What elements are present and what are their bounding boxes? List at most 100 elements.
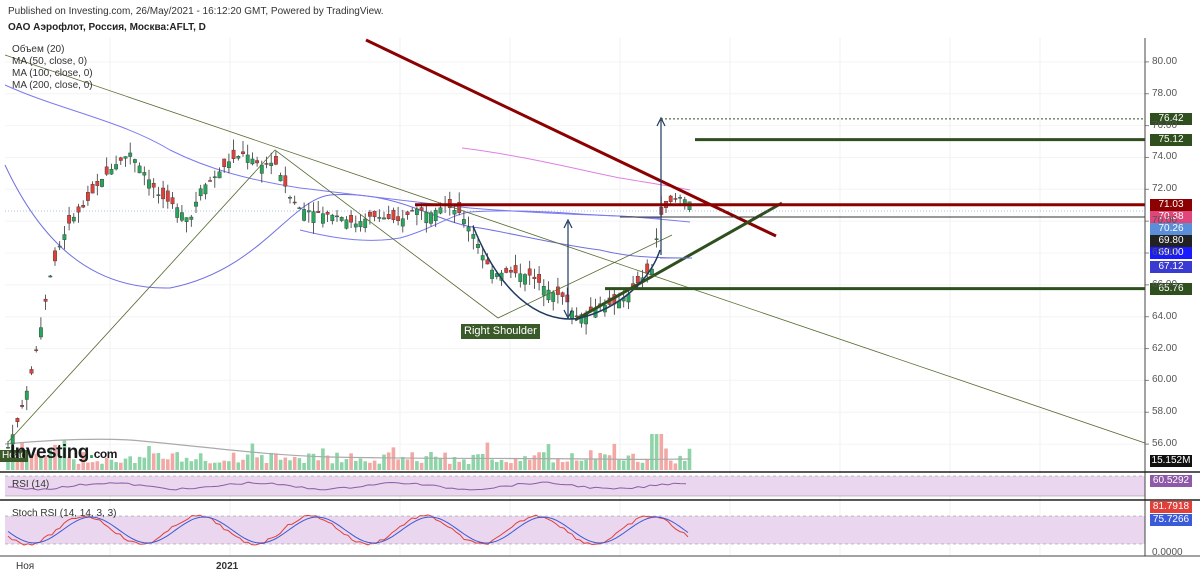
- candle-body: [368, 211, 372, 217]
- volume-bar: [316, 460, 320, 470]
- indicator-ma100[interactable]: MA (100, close, 0): [12, 68, 93, 79]
- volume-bar: [72, 459, 76, 470]
- volume-bar: [659, 434, 664, 470]
- candle-body: [405, 211, 410, 215]
- indicator-legend: Объем (20) MA (50, close, 0) MA (100, cl…: [12, 44, 93, 92]
- candle-body: [95, 181, 100, 186]
- candle-body: [104, 166, 109, 175]
- y-tick-label: 62.00: [1152, 342, 1178, 354]
- candle-body: [100, 179, 104, 187]
- volume-bar: [255, 457, 259, 470]
- volume-bar: [95, 461, 100, 470]
- volume-bar: [527, 459, 532, 470]
- y-tick-label: 60.00: [1152, 374, 1178, 386]
- volume-bar: [170, 453, 175, 470]
- volume-bar: [542, 452, 546, 470]
- volume-bar: [119, 462, 123, 470]
- candle-body: [217, 171, 222, 179]
- price-tag: 67.12: [1150, 261, 1192, 273]
- volume-bar: [354, 460, 358, 470]
- volume-bar: [368, 462, 372, 470]
- candle-body: [678, 197, 683, 199]
- volume-bar: [678, 455, 682, 470]
- candle-body: [363, 218, 368, 228]
- axis-lines: [0, 38, 1200, 557]
- stoch-rsi-pane: [5, 514, 1145, 546]
- candle-body: [565, 294, 570, 303]
- candle-body: [654, 238, 659, 240]
- volume-bar: [405, 459, 410, 470]
- price-tag: 71.03: [1150, 198, 1192, 211]
- stoch-title: Stoch RSI (14, 14, 3, 3): [12, 508, 117, 519]
- volume-bar: [245, 454, 250, 470]
- volume-bar: [151, 453, 156, 470]
- volume-bar: [621, 460, 626, 470]
- volume-bar: [325, 455, 330, 470]
- volume-bar: [274, 453, 278, 470]
- volume-bar: [523, 456, 527, 470]
- candle-body: [71, 216, 76, 222]
- price-tag: 70.26: [1150, 222, 1192, 235]
- candle-body: [53, 250, 57, 262]
- candle-body: [391, 209, 396, 220]
- candle-body: [278, 175, 283, 182]
- volume-bar: [260, 455, 264, 470]
- volume-bar: [598, 452, 602, 470]
- candle-body: [462, 219, 466, 225]
- price-tag: 69.00: [1150, 246, 1192, 259]
- volume-bar: [579, 460, 584, 470]
- indicator-ma50[interactable]: MA (50, close, 0): [12, 56, 88, 67]
- candle-body: [551, 292, 556, 302]
- candle-body: [236, 156, 241, 159]
- indicator-volume[interactable]: Объем (20): [12, 44, 65, 55]
- rsi-pane: [5, 475, 1145, 497]
- candle-body: [226, 161, 231, 168]
- candle-body: [24, 390, 29, 400]
- ma50-pink-line: [461, 147, 691, 191]
- candle-body: [48, 275, 53, 278]
- candlesticks: [6, 139, 692, 451]
- volume-bar: [34, 453, 38, 470]
- candle-body: [264, 163, 269, 165]
- volume-bar: [401, 456, 405, 470]
- volume-bar: [104, 458, 109, 470]
- volume-bar: [349, 453, 353, 470]
- candle-body: [43, 298, 48, 302]
- volume-bar: [391, 447, 396, 470]
- volume-bar: [133, 463, 137, 470]
- candle-body: [231, 149, 236, 159]
- candle-body: [194, 201, 198, 207]
- candle-body: [283, 175, 288, 187]
- candle-body: [471, 234, 476, 239]
- y-tick-label: 70.00: [1152, 215, 1178, 227]
- uptrend-support-line: [574, 201, 783, 322]
- volume-bar: [593, 458, 598, 470]
- volume-bar: [57, 457, 62, 470]
- volume-bar: [307, 453, 311, 470]
- volume-bar: [429, 452, 433, 470]
- candle-body: [415, 208, 419, 215]
- volume-bar: [358, 458, 363, 470]
- candle-body: [255, 160, 259, 164]
- volume-bar: [448, 463, 452, 470]
- volume-bar: [410, 452, 414, 470]
- volume-bar: [499, 459, 504, 470]
- y-tick-label: 78.00: [1152, 87, 1178, 99]
- volume-bar: [339, 462, 344, 470]
- volume-bar: [166, 459, 170, 470]
- candle-body: [123, 156, 128, 159]
- volume-bar: [311, 453, 316, 470]
- indicator-ma200[interactable]: MA (200, close, 0): [12, 80, 93, 91]
- volume-bar: [123, 458, 128, 470]
- volume-bar: [466, 463, 471, 470]
- volume-bar: [603, 454, 607, 470]
- volume-bar: [128, 456, 132, 470]
- candle-body: [288, 197, 292, 199]
- volume-bar: [607, 455, 612, 470]
- volume-bar: [668, 460, 673, 470]
- volume-bar: [377, 463, 382, 470]
- volume-bar: [100, 463, 104, 470]
- candle-body: [250, 158, 255, 165]
- logo-suffix: com: [93, 447, 118, 461]
